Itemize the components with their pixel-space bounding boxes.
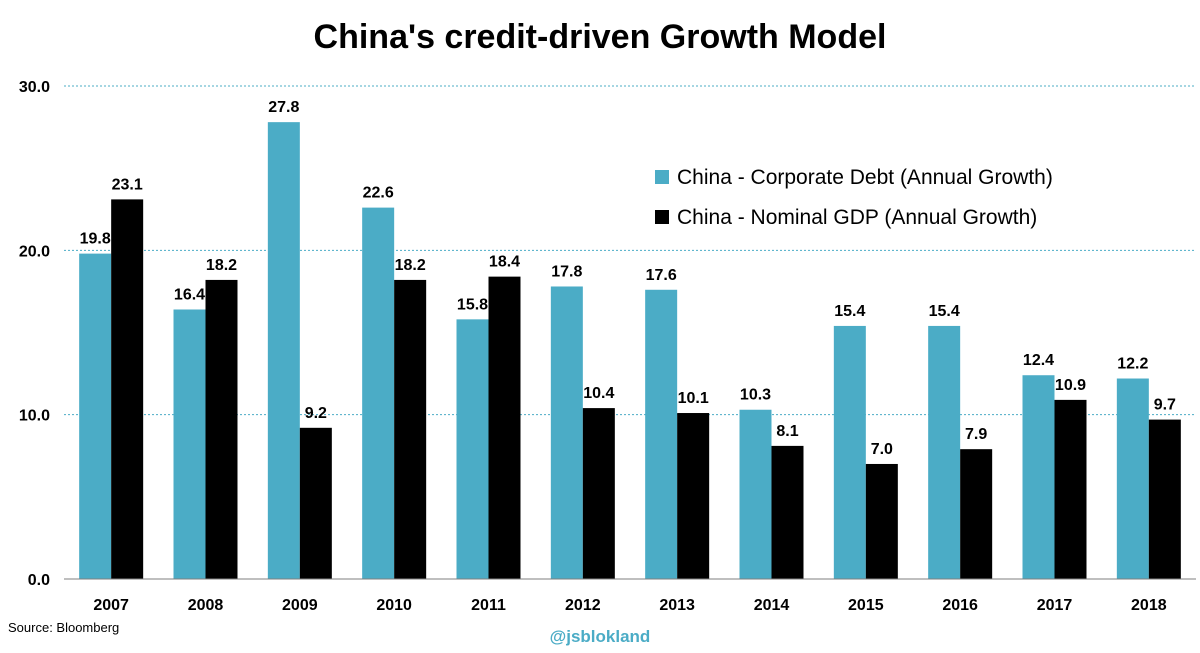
data-label: 9.7: [1154, 397, 1176, 414]
bar-corporate-debt: [267, 122, 300, 580]
legend-label-nominal-gdp: China - Nominal GDP (Annual Growth): [677, 206, 1037, 229]
y-tick-label: 20.0: [19, 243, 50, 260]
data-label: 18.4: [489, 254, 520, 271]
bar-corporate-debt: [833, 325, 866, 579]
data-label: 23.1: [112, 176, 143, 193]
data-label: 8.1: [776, 423, 798, 440]
data-label: 15.4: [929, 303, 960, 320]
bar-corporate-debt: [550, 286, 583, 579]
x-tick-label: 2012: [565, 597, 601, 614]
data-label: 10.4: [583, 385, 614, 402]
data-label: 17.6: [646, 267, 677, 284]
legend: China - Corporate Debt (Annual Growth) C…: [655, 166, 1053, 229]
data-label: 15.8: [457, 296, 488, 313]
bar-corporate-debt: [362, 207, 395, 579]
bar-nominal-gdp: [488, 276, 521, 579]
bar-nominal-gdp: [1054, 399, 1087, 579]
bar-corporate-debt: [928, 325, 961, 579]
data-label: 10.1: [678, 390, 709, 407]
bar-nominal-gdp: [771, 445, 804, 579]
x-tick-label: 2009: [282, 597, 318, 614]
bar-nominal-gdp: [394, 279, 427, 579]
data-label: 15.4: [834, 303, 865, 320]
data-label: 9.2: [305, 405, 327, 422]
data-label: 22.6: [363, 185, 394, 202]
bar-nominal-gdp: [582, 408, 615, 579]
data-label: 10.9: [1055, 377, 1086, 394]
bar-corporate-debt: [739, 409, 772, 579]
legend-swatch-corporate-debt: [655, 170, 669, 184]
y-tick-label: 10.0: [19, 408, 50, 425]
data-label: 10.3: [740, 387, 771, 404]
bars: [79, 122, 1181, 580]
data-label: 12.2: [1117, 356, 1148, 373]
bar-nominal-gdp: [111, 199, 144, 579]
bar-nominal-gdp: [865, 463, 898, 579]
legend-label-corporate-debt: China - Corporate Debt (Annual Growth): [677, 166, 1053, 189]
x-tick-label: 2014: [754, 597, 790, 614]
bar-corporate-debt: [645, 289, 678, 579]
y-axis-ticks: 0.0 10.0 20.0 30.0: [19, 79, 50, 589]
bar-corporate-debt: [1116, 378, 1149, 579]
bar-corporate-debt: [173, 309, 206, 579]
data-label: 19.8: [80, 231, 111, 248]
x-tick-label: 2017: [1037, 597, 1073, 614]
source-note: Source: Bloomberg: [8, 620, 119, 635]
data-label: 18.2: [206, 257, 237, 274]
gridlines: [64, 85, 1196, 416]
y-tick-label: 30.0: [19, 79, 50, 96]
x-tick-label: 2007: [93, 597, 129, 614]
data-label: 27.8: [268, 99, 299, 116]
bar-corporate-debt: [1022, 375, 1055, 579]
x-tick-label: 2008: [188, 597, 224, 614]
x-axis-categories: 2007 2008 2009 2010 2011 2012 2013 2014 2015 2016…: [93, 597, 1166, 614]
x-tick-label: 2013: [659, 597, 695, 614]
chart-title: China's credit-driven Growth Model: [314, 18, 887, 56]
x-tick-label: 2010: [376, 597, 412, 614]
data-labels: 19.823.116.418.227.89.222.618.215.818.41…: [80, 99, 1176, 458]
bar-nominal-gdp: [205, 279, 238, 579]
legend-swatch-nominal-gdp: [655, 210, 669, 224]
data-label: 7.9: [965, 426, 987, 443]
data-label: 16.4: [174, 286, 205, 303]
bar-nominal-gdp: [677, 413, 710, 579]
data-label: 12.4: [1023, 352, 1054, 369]
bar-nominal-gdp: [299, 427, 332, 579]
x-tick-label: 2018: [1131, 597, 1167, 614]
bar-corporate-debt: [456, 319, 489, 579]
y-tick-label: 0.0: [28, 572, 50, 589]
bar-nominal-gdp: [1148, 419, 1181, 579]
data-label: 18.2: [395, 257, 426, 274]
bar-nominal-gdp: [960, 449, 993, 579]
x-tick-label: 2016: [942, 597, 978, 614]
data-label: 17.8: [551, 263, 582, 280]
data-label: 7.0: [871, 441, 893, 458]
x-tick-label: 2011: [471, 597, 506, 614]
x-tick-label: 2015: [848, 597, 884, 614]
bar-corporate-debt: [79, 253, 112, 579]
watermark: @jsblokland: [550, 627, 651, 646]
